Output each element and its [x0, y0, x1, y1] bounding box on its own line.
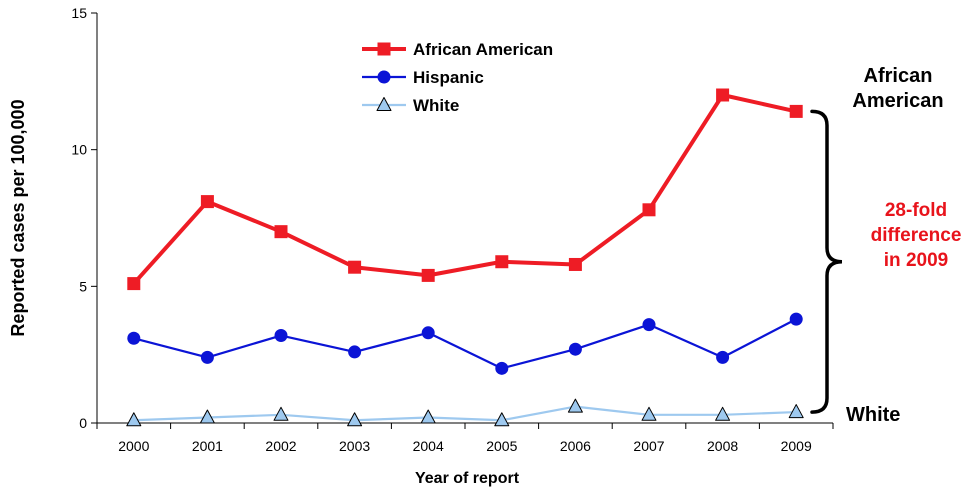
- data-point-hispanic: [348, 345, 362, 359]
- annotation-line: difference: [870, 225, 962, 246]
- data-point-african-american: [348, 260, 362, 274]
- african-american-annotation: African American: [828, 64, 968, 114]
- x-tick-label: 2009: [781, 438, 812, 454]
- data-point-white: [494, 412, 510, 427]
- legend-marker: [376, 97, 392, 111]
- data-point-white: [641, 406, 657, 421]
- data-point-hispanic: [200, 350, 214, 364]
- data-point-hispanic: [642, 318, 656, 332]
- legend-marker: [377, 70, 391, 84]
- annotation-line: 28-fold: [884, 200, 948, 221]
- data-point-white: [420, 409, 436, 424]
- series-hispanic: [127, 312, 803, 375]
- data-point-white: [347, 412, 363, 427]
- annotation-line: American: [852, 90, 944, 112]
- x-tick-label: 2000: [118, 438, 149, 454]
- legend-item-white: White: [362, 96, 459, 115]
- series-african-american: [127, 88, 803, 291]
- data-point-hispanic: [495, 361, 509, 375]
- x-tick-label: 2007: [633, 438, 664, 454]
- chart-series: [126, 88, 804, 427]
- legend-item-hispanic: Hispanic: [362, 68, 484, 87]
- x-axis-label: Year of report: [415, 470, 520, 487]
- data-point-african-american: [421, 268, 435, 282]
- y-axis-label: Reported cases per 100,000: [8, 99, 28, 336]
- y-tick-label: 10: [71, 142, 87, 158]
- data-point-african-american: [789, 104, 803, 118]
- x-tick-label: 2005: [486, 438, 517, 454]
- data-point-hispanic: [789, 312, 803, 326]
- x-tick-label: 2004: [413, 438, 444, 454]
- x-tick-label: 2006: [560, 438, 591, 454]
- difference-brace: [810, 109, 843, 414]
- y-tick-label: 0: [79, 415, 87, 431]
- series-line-hispanic: [133, 318, 797, 370]
- white-annotation: White: [846, 404, 901, 426]
- data-point-african-american: [642, 203, 656, 217]
- x-tick-label: 2001: [192, 438, 223, 454]
- legend-marker: [377, 42, 391, 56]
- legend-label: Hispanic: [413, 68, 484, 87]
- data-point-hispanic: [716, 350, 730, 364]
- legend-label: White: [413, 96, 459, 115]
- annotation-line: African: [863, 65, 933, 87]
- data-point-african-american: [200, 195, 214, 209]
- series-line-african-american: [132, 93, 797, 285]
- x-tick-label: 2003: [339, 438, 370, 454]
- annotation-line: in 2009: [883, 250, 949, 271]
- data-point-african-american: [716, 88, 730, 102]
- series-white: [126, 398, 804, 427]
- chart-legend: African American Hispanic White: [362, 40, 553, 115]
- chart-axes: 0 5 10 15 2000 2001 2002 2003 2004 2005 2006 2007 20…: [71, 5, 834, 454]
- x-tick-label: 2008: [707, 438, 738, 454]
- data-point-hispanic: [274, 329, 288, 343]
- data-point-hispanic: [421, 326, 435, 340]
- series-line-white: [133, 405, 797, 422]
- data-point-white: [715, 406, 731, 421]
- data-point-white: [567, 398, 583, 413]
- data-point-hispanic: [127, 331, 141, 345]
- data-point-white: [788, 404, 804, 419]
- data-point-white: [199, 409, 215, 424]
- data-point-african-american: [568, 257, 582, 271]
- data-point-white: [126, 412, 142, 427]
- data-point-african-american: [274, 225, 288, 239]
- data-point-hispanic: [568, 342, 582, 356]
- x-tick-label: 2002: [265, 438, 296, 454]
- data-point-african-american: [495, 255, 509, 269]
- y-tick-label: 5: [79, 278, 87, 294]
- legend-label: African American: [413, 40, 553, 59]
- y-tick-label: 15: [71, 5, 87, 21]
- difference-annotation: 28-fold difference in 2009: [856, 198, 974, 273]
- data-point-white: [273, 406, 289, 421]
- legend-item-african-american: African American: [362, 40, 553, 59]
- data-point-african-american: [127, 277, 141, 291]
